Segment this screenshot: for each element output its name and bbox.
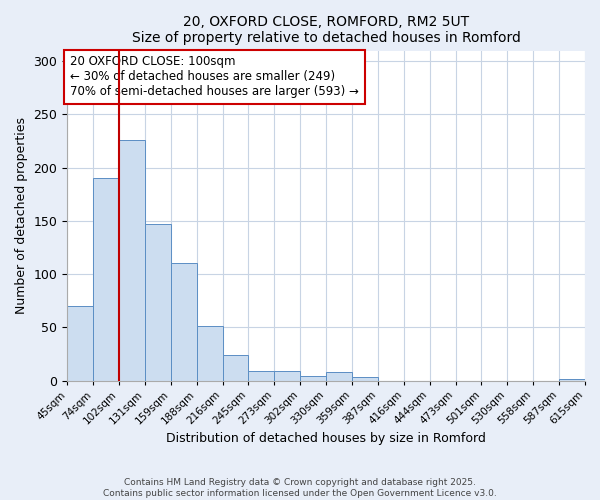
Y-axis label: Number of detached properties: Number of detached properties xyxy=(15,117,28,314)
Bar xyxy=(145,224,171,380)
Title: 20, OXFORD CLOSE, ROMFORD, RM2 5UT
Size of property relative to detached houses : 20, OXFORD CLOSE, ROMFORD, RM2 5UT Size … xyxy=(131,15,521,45)
Bar xyxy=(352,378,378,380)
Bar xyxy=(119,140,145,380)
Bar xyxy=(223,355,248,380)
Bar xyxy=(93,178,119,380)
Text: Contains HM Land Registry data © Crown copyright and database right 2025.
Contai: Contains HM Land Registry data © Crown c… xyxy=(103,478,497,498)
Bar xyxy=(326,372,352,380)
Bar xyxy=(197,326,223,380)
Bar xyxy=(300,376,326,380)
Bar xyxy=(274,371,300,380)
Bar xyxy=(248,371,274,380)
Bar xyxy=(171,264,197,380)
X-axis label: Distribution of detached houses by size in Romford: Distribution of detached houses by size … xyxy=(166,432,486,445)
Bar xyxy=(67,306,93,380)
Text: 20 OXFORD CLOSE: 100sqm
← 30% of detached houses are smaller (249)
70% of semi-d: 20 OXFORD CLOSE: 100sqm ← 30% of detache… xyxy=(70,56,359,98)
